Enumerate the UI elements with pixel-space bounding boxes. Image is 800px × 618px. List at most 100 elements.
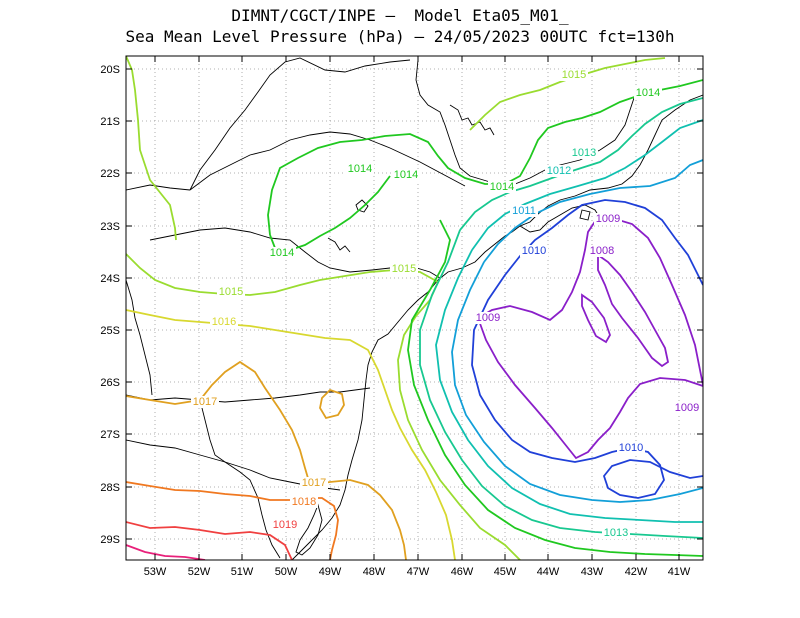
longitude-axis: 53W 52W 51W 50W 49W 48W 47W 46W 45W 44W 43W 42W 41W — [144, 566, 691, 578]
isobar-label-background — [560, 69, 588, 81]
lat-tick-label: 24S — [100, 273, 120, 285]
isobar-label-background — [602, 527, 630, 539]
isobar-1015-west — [126, 56, 177, 241]
isobar-label-background — [390, 263, 418, 275]
isobar-label-background — [191, 396, 219, 408]
coastline — [291, 94, 703, 560]
isobar-label: 1010 — [522, 245, 546, 257]
lon-tick-label: 42W — [625, 566, 648, 578]
isobar-1017 — [126, 360, 407, 560]
state-border-mg-sp — [189, 131, 466, 191]
isobar-label: 1016 — [212, 316, 236, 328]
lat-tick-label: 23S — [100, 221, 120, 233]
isobar-label-background — [474, 312, 502, 324]
map-title-line1: DIMNT/CGCT/INPE — Model Eta05_M01_ — [231, 6, 569, 25]
isobar-label: 1009 — [476, 312, 500, 324]
isobar-1016 — [126, 309, 456, 560]
isobar-1011 — [451, 159, 703, 503]
isobar-1015-north — [469, 57, 666, 131]
isobar-1020 — [126, 544, 206, 560]
map-background — [126, 56, 703, 560]
isobar-label-background — [588, 245, 616, 257]
isobar-label-background — [392, 169, 420, 181]
reservoir-2 — [327, 237, 351, 253]
isobar-label-background — [488, 181, 516, 193]
isobar-label-background — [217, 286, 245, 298]
border-mt-ms — [126, 184, 191, 191]
lat-tick-label: 28S — [100, 482, 120, 494]
lon-tick-label: 46W — [451, 566, 474, 578]
lon-tick-label: 47W — [407, 566, 430, 578]
isobar-label: 1015 — [562, 69, 586, 81]
lon-tick-label: 49W — [319, 566, 342, 578]
isobar-label: 1015 — [392, 263, 416, 275]
isobar-label: 1013 — [572, 147, 596, 159]
isobar-label: 1014 — [636, 87, 660, 99]
lat-tick-label: 20S — [100, 64, 120, 76]
isobar-label: 1014 — [394, 169, 418, 181]
rio-coast-islands — [519, 204, 601, 233]
isobar-1019 — [126, 521, 293, 560]
isobar-label-background — [545, 165, 573, 177]
isobar-label-background — [346, 163, 374, 175]
lat-tick-label: 27S — [100, 429, 120, 441]
isobar-label: 1010 — [619, 442, 643, 454]
isobar-label: 1018 — [292, 496, 316, 508]
lon-tick-label: 51W — [231, 566, 254, 578]
isobar-label: 1008 — [590, 245, 614, 257]
lon-tick-label: 50W — [275, 566, 298, 578]
lat-tick-label: 29S — [100, 534, 120, 546]
reservoir-1 — [449, 104, 495, 136]
isobar-label-background — [510, 205, 538, 217]
isobar-label: 1017 — [302, 477, 326, 489]
axis-ticks — [126, 56, 703, 560]
lat-tick-label: 21S — [100, 116, 120, 128]
isobar-label: 1014 — [490, 181, 514, 193]
lon-tick-label: 53W — [144, 566, 167, 578]
isobar-label: 1012 — [547, 165, 571, 177]
isobar-1014 — [267, 79, 703, 236]
isobar-label-background — [210, 316, 238, 328]
isobar-label-background — [570, 147, 598, 159]
isobar-label: 1009 — [596, 213, 620, 225]
lon-tick-label: 41W — [668, 566, 691, 578]
latitude-axis: 20S 21S 22S 23S 24S 25S 26S 27S 28S 29S — [100, 64, 120, 546]
isobar-label-background — [300, 477, 328, 489]
isobar-label: 1015 — [219, 286, 243, 298]
isobar-label: 1019 — [273, 519, 297, 531]
state-border-pr-sc — [126, 387, 371, 403]
lon-tick-label: 43W — [581, 566, 604, 578]
map-frame — [125, 55, 704, 561]
isobar-1014-south — [407, 219, 703, 557]
lon-tick-label: 45W — [494, 566, 517, 578]
isobar-label-background — [673, 402, 701, 414]
map-title-line2: Sea Mean Level Pressure (hPa) — 24/05/20… — [125, 27, 675, 46]
isobar-label-background — [271, 519, 299, 531]
isobar-1012 — [435, 119, 703, 523]
lat-tick-label: 26S — [100, 377, 120, 389]
isobar-label-background — [520, 245, 548, 257]
lon-tick-label: 52W — [188, 566, 211, 578]
state-border-ms-go — [189, 57, 411, 191]
lagoa-dos-patos — [295, 503, 323, 556]
international-border — [126, 279, 281, 559]
isobar-label: 1009 — [675, 402, 699, 414]
isobar-1008 — [581, 253, 670, 368]
isobar-1015 — [126, 253, 521, 560]
lon-tick-label: 44W — [537, 566, 560, 578]
isobar-lines — [126, 56, 703, 560]
isobar-1009 — [477, 217, 703, 460]
isobar-label: 1011 — [512, 205, 536, 217]
isobar-1017-closed — [319, 388, 345, 420]
reservoir-3 — [355, 199, 369, 213]
isobar-label-background — [268, 247, 296, 259]
isobar-label: 1014 — [270, 247, 294, 259]
lat-tick-label: 22S — [100, 168, 120, 180]
isobar-label: 1017 — [193, 396, 217, 408]
isobar-label-background — [634, 87, 662, 99]
isobar-label-background — [594, 213, 622, 225]
isobar-label: 1013 — [604, 527, 628, 539]
lat-tick-label: 25S — [100, 325, 120, 337]
